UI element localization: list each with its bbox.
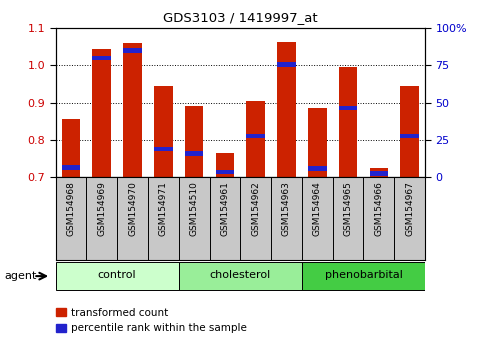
Bar — [302, 177, 333, 260]
Bar — [308, 166, 327, 171]
Title: GDS3103 / 1419997_at: GDS3103 / 1419997_at — [163, 11, 318, 24]
Bar — [394, 177, 425, 260]
Bar — [333, 177, 364, 260]
Text: GSM154967: GSM154967 — [405, 181, 414, 236]
Bar — [400, 134, 419, 138]
Text: GSM154969: GSM154969 — [97, 181, 106, 236]
Bar — [271, 177, 302, 260]
Text: control: control — [98, 270, 136, 280]
Bar — [246, 134, 265, 138]
Legend: transformed count, percentile rank within the sample: transformed count, percentile rank withi… — [56, 308, 247, 333]
Bar — [400, 86, 419, 177]
Bar — [240, 177, 271, 260]
Text: GSM154963: GSM154963 — [282, 181, 291, 236]
Bar — [56, 177, 86, 260]
Bar — [339, 106, 357, 110]
Text: GSM154971: GSM154971 — [159, 181, 168, 236]
Bar — [210, 177, 240, 260]
Bar — [369, 171, 388, 176]
Text: GSM154964: GSM154964 — [313, 181, 322, 236]
Bar — [364, 177, 394, 260]
Text: GSM154962: GSM154962 — [251, 181, 260, 236]
Text: GSM154966: GSM154966 — [374, 181, 384, 236]
Bar — [123, 48, 142, 53]
Bar — [154, 147, 172, 152]
Bar — [62, 165, 80, 170]
Bar — [154, 86, 172, 177]
Text: phenobarbital: phenobarbital — [325, 270, 402, 280]
Bar — [277, 62, 296, 67]
Text: GSM154961: GSM154961 — [220, 181, 229, 236]
Bar — [62, 119, 80, 177]
Bar — [215, 153, 234, 177]
Bar — [339, 67, 357, 177]
Text: cholesterol: cholesterol — [210, 270, 271, 280]
Text: GSM154510: GSM154510 — [190, 181, 199, 236]
Bar — [185, 152, 203, 156]
Bar — [302, 262, 425, 290]
Bar — [117, 177, 148, 260]
Text: GSM154965: GSM154965 — [343, 181, 353, 236]
Bar — [179, 177, 210, 260]
Bar — [185, 106, 203, 177]
Bar — [56, 262, 179, 290]
Text: GSM154970: GSM154970 — [128, 181, 137, 236]
Bar — [86, 177, 117, 260]
Bar — [92, 56, 111, 60]
Bar — [179, 262, 302, 290]
Bar — [246, 101, 265, 177]
Text: GSM154968: GSM154968 — [67, 181, 75, 236]
Bar — [308, 108, 327, 177]
Bar — [92, 49, 111, 177]
Bar — [369, 168, 388, 177]
Bar — [123, 43, 142, 177]
Bar — [148, 177, 179, 260]
Text: agent: agent — [5, 271, 37, 281]
Bar — [215, 170, 234, 175]
Bar — [277, 42, 296, 177]
